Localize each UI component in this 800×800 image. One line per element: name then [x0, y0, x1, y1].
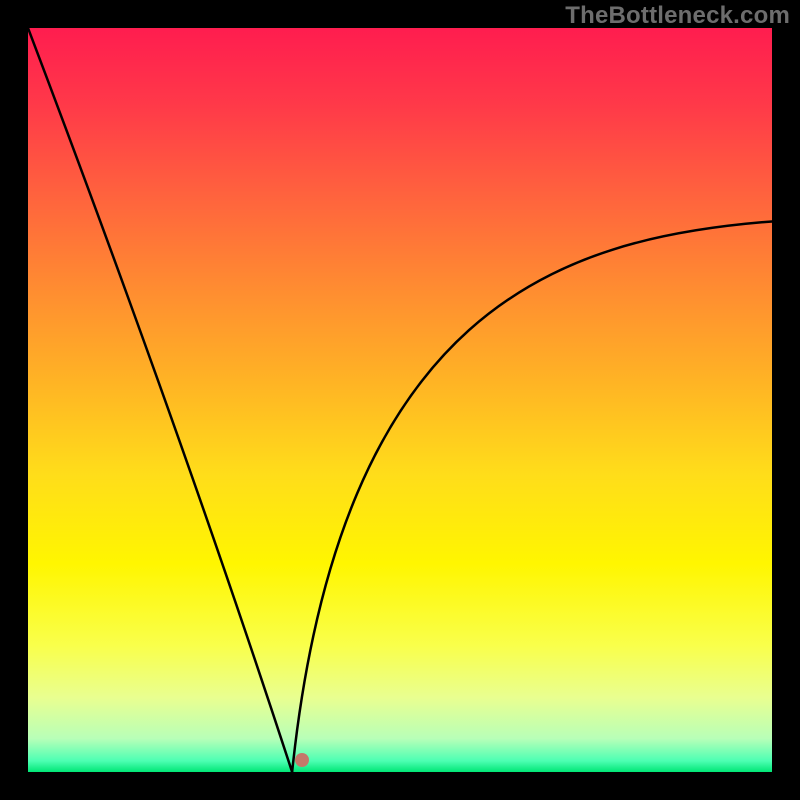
curve-right-branch	[292, 221, 772, 772]
watermark-text: TheBottleneck.com	[565, 2, 790, 30]
curve-left-branch	[28, 28, 292, 772]
curve-layer	[28, 28, 772, 772]
plot-area	[28, 28, 772, 772]
minimum-dot	[295, 753, 309, 767]
